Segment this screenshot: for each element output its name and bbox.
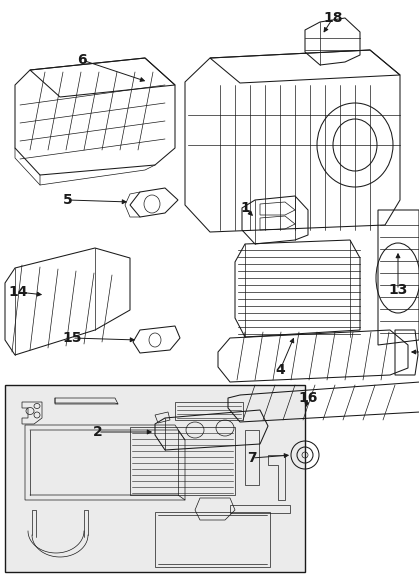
Text: 6: 6 [77,53,87,67]
Bar [5,385,305,572]
Text: 2: 2 [93,425,103,439]
Text: 13: 13 [388,283,408,297]
Bar [155,512,270,567]
Text: 16: 16 [298,391,318,405]
Bar [230,505,290,513]
Bar [175,402,243,420]
Text: 18: 18 [323,11,343,25]
Bar [130,427,235,495]
Text: 14: 14 [8,285,28,299]
Text: 5: 5 [63,193,73,207]
Text: 4: 4 [275,363,285,377]
Text: 15: 15 [62,331,82,345]
Text: 7: 7 [247,451,257,465]
Text: 1: 1 [240,201,250,215]
Bar [245,430,259,485]
